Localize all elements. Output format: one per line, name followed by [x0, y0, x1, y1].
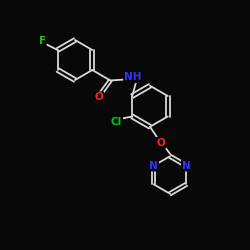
- Text: Cl: Cl: [111, 117, 122, 127]
- Text: O: O: [157, 138, 166, 148]
- Text: F: F: [38, 36, 46, 46]
- Text: NH: NH: [124, 72, 142, 82]
- Text: O: O: [94, 92, 103, 102]
- Text: N: N: [150, 161, 158, 170]
- Text: N: N: [182, 161, 190, 170]
